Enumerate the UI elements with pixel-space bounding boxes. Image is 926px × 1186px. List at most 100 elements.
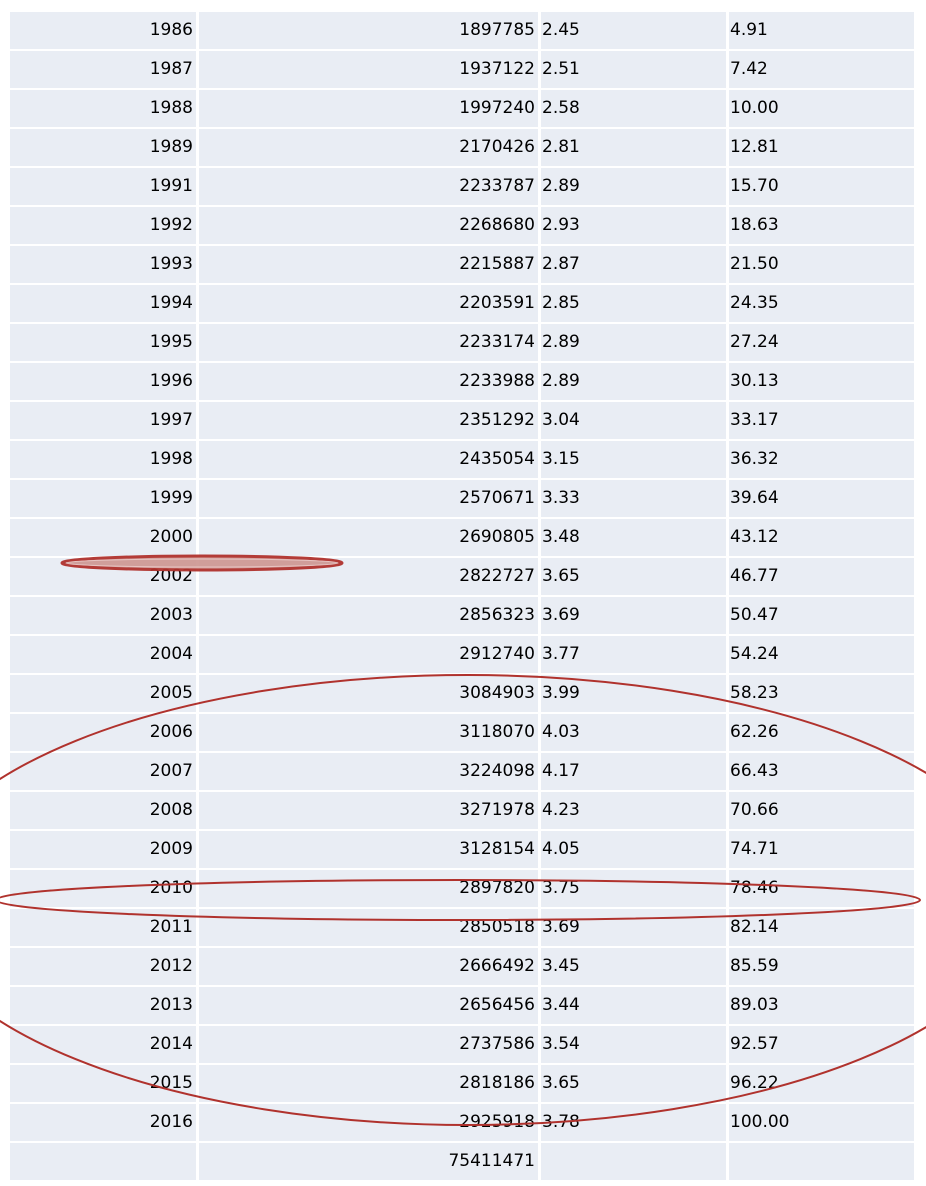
cell-year: 1996 — [10, 363, 196, 400]
cell-percent: 3.65 — [541, 1065, 726, 1102]
cell-percent: 4.03 — [541, 714, 726, 751]
cell-year: 1986 — [10, 12, 196, 49]
cell-value: 2912740 — [199, 636, 538, 673]
cell-cumulative: 92.57 — [729, 1026, 914, 1063]
table-row: 1992 2268680 2.93 18.63 — [10, 207, 914, 244]
table-row: 2000 2690805 3.48 43.12 — [10, 519, 914, 556]
cell-percent: 3.99 — [541, 675, 726, 712]
cell-year: 1995 — [10, 324, 196, 361]
cell-percent: 2.87 — [541, 246, 726, 283]
cell-value: 2233787 — [199, 168, 538, 205]
cell-value: 2435054 — [199, 441, 538, 478]
cell-year: 2005 — [10, 675, 196, 712]
table-row: 2013 2656456 3.44 89.03 — [10, 987, 914, 1024]
table-row: 2014 2737586 3.54 92.57 — [10, 1026, 914, 1063]
cell-cumulative: 27.24 — [729, 324, 914, 361]
cell-cumulative: 10.00 — [729, 90, 914, 127]
cell-value: 2850518 — [199, 909, 538, 946]
table-row: 1996 2233988 2.89 30.13 — [10, 363, 914, 400]
table-row: 1994 2203591 2.85 24.35 — [10, 285, 914, 322]
cell-percent: 3.04 — [541, 402, 726, 439]
cell-year: 2011 — [10, 909, 196, 946]
cell-value: 2170426 — [199, 129, 538, 166]
table-row: 1987 1937122 2.51 7.42 — [10, 51, 914, 88]
cell-cumulative: 7.42 — [729, 51, 914, 88]
cell-year: 1991 — [10, 168, 196, 205]
cell-value: 1897785 — [199, 12, 538, 49]
cell-percent: 3.75 — [541, 870, 726, 907]
cell-cumulative: 21.50 — [729, 246, 914, 283]
cell-year: 2012 — [10, 948, 196, 985]
cell-value: 2822727 — [199, 558, 538, 595]
table-row: 2011 2850518 3.69 82.14 — [10, 909, 914, 946]
cell-value: 2666492 — [199, 948, 538, 985]
cell-percent: 2.51 — [541, 51, 726, 88]
cell-year: 2016 — [10, 1104, 196, 1141]
cell-cumulative: 46.77 — [729, 558, 914, 595]
cell-percent: 3.15 — [541, 441, 726, 478]
cell-cumulative: 12.81 — [729, 129, 914, 166]
cell-year: 1999 — [10, 480, 196, 517]
cell-cumulative: 78.46 — [729, 870, 914, 907]
cell-year: 1989 — [10, 129, 196, 166]
table-row: 2008 3271978 4.23 70.66 — [10, 792, 914, 829]
cell-cumulative: 54.24 — [729, 636, 914, 673]
cell-cumulative: 82.14 — [729, 909, 914, 946]
cell-year: 2007 — [10, 753, 196, 790]
cell-percent: 4.05 — [541, 831, 726, 868]
cell-value: 1997240 — [199, 90, 538, 127]
table-row: 2016 2925918 3.78 100.00 — [10, 1104, 914, 1141]
cell-year: 2002 — [10, 558, 196, 595]
cell-year: 1994 — [10, 285, 196, 322]
table-row: 2007 3224098 4.17 66.43 — [10, 753, 914, 790]
cell-percent: 2.89 — [541, 168, 726, 205]
cell-cumulative: 58.23 — [729, 675, 914, 712]
cell-percent: 3.33 — [541, 480, 726, 517]
table-row: 2009 3128154 4.05 74.71 — [10, 831, 914, 868]
cell-value: 75411471 — [199, 1143, 538, 1180]
data-table: 1986 1897785 2.45 4.91 1987 1937122 2.51 7.42 19… — [10, 12, 914, 1186]
cell-cumulative: 4.91 — [729, 12, 914, 49]
cell-cumulative: 15.70 — [729, 168, 914, 205]
cell-cumulative: 100.00 — [729, 1104, 914, 1141]
cell-year — [10, 1143, 196, 1180]
cell-percent: 3.45 — [541, 948, 726, 985]
cell-value: 3128154 — [199, 831, 538, 868]
cell-year: 2008 — [10, 792, 196, 829]
table-row: 1991 2233787 2.89 15.70 — [10, 168, 914, 205]
cell-percent: 2.85 — [541, 285, 726, 322]
table-row: 1989 2170426 2.81 12.81 — [10, 129, 914, 166]
cell-value: 2233988 — [199, 363, 538, 400]
cell-year: 2000 — [10, 519, 196, 556]
cell-percent: 3.65 — [541, 558, 726, 595]
cell-value: 3084903 — [199, 675, 538, 712]
cell-percent: 2.58 — [541, 90, 726, 127]
cell-cumulative: 36.32 — [729, 441, 914, 478]
table-row: 2003 2856323 3.69 50.47 — [10, 597, 914, 634]
table-row: 2005 3084903 3.99 58.23 — [10, 675, 914, 712]
table-row: 1998 2435054 3.15 36.32 — [10, 441, 914, 478]
cell-value: 2203591 — [199, 285, 538, 322]
cell-value: 2925918 — [199, 1104, 538, 1141]
cell-percent: 3.77 — [541, 636, 726, 673]
table-row: 1993 2215887 2.87 21.50 — [10, 246, 914, 283]
cell-cumulative: 96.22 — [729, 1065, 914, 1102]
table-row: 2004 2912740 3.77 54.24 — [10, 636, 914, 673]
cell-year: 1988 — [10, 90, 196, 127]
cell-percent: 2.89 — [541, 363, 726, 400]
cell-percent: 3.44 — [541, 987, 726, 1024]
cell-year: 2004 — [10, 636, 196, 673]
cell-percent: 3.54 — [541, 1026, 726, 1063]
cell-year: 2003 — [10, 597, 196, 634]
cell-value: 2656456 — [199, 987, 538, 1024]
cell-year: 1992 — [10, 207, 196, 244]
table-row: 1986 1897785 2.45 4.91 — [10, 12, 914, 49]
cell-cumulative: 66.43 — [729, 753, 914, 790]
cell-cumulative: 70.66 — [729, 792, 914, 829]
cell-cumulative: 74.71 — [729, 831, 914, 868]
cell-value: 3271978 — [199, 792, 538, 829]
cell-year: 2006 — [10, 714, 196, 751]
cell-cumulative: 24.35 — [729, 285, 914, 322]
cell-year: 2015 — [10, 1065, 196, 1102]
cell-cumulative — [729, 1143, 914, 1180]
